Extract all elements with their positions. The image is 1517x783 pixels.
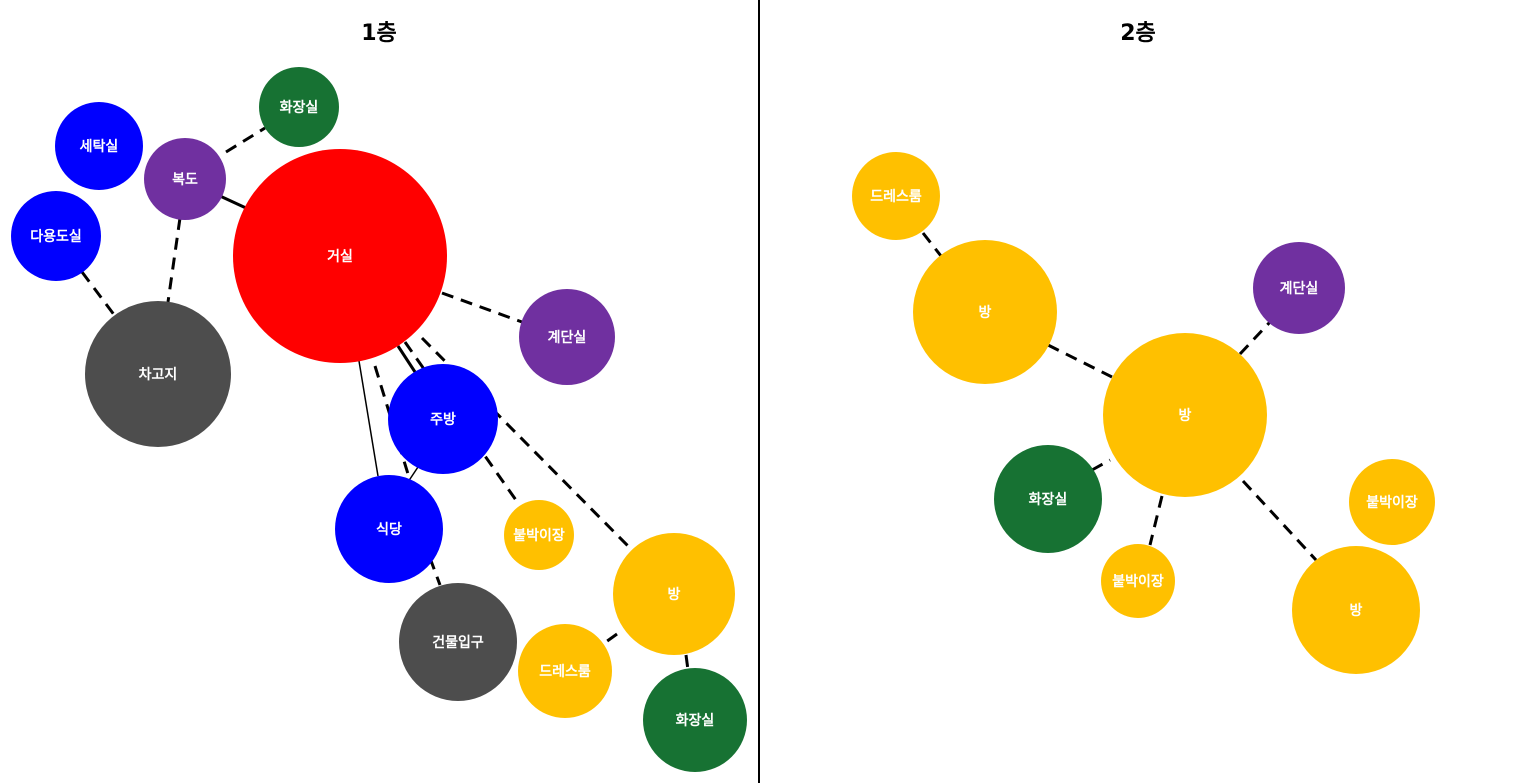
svg-text:복도: 복도 (172, 172, 198, 188)
node-dining-room: 식당 (335, 475, 443, 583)
edge-room-dressroom (602, 632, 618, 646)
svg-text:화장실: 화장실 (676, 712, 715, 729)
svg-text:방: 방 (979, 304, 992, 321)
node-f2-room-main: 방 (1103, 333, 1267, 497)
node-f2-built-in-bottom: 붙박이장 (1101, 544, 1175, 618)
svg-text:식당: 식당 (376, 521, 402, 538)
svg-text:건물입구: 건물입구 (432, 634, 484, 651)
edge-mainroom-stairs (1238, 320, 1272, 356)
floor1-title: 1층 (361, 21, 397, 46)
svg-text:세탁실: 세탁실 (80, 138, 119, 155)
node-f2-built-in-right: 붙박이장 (1349, 459, 1435, 545)
node-f2-stairwell: 계단실 (1253, 242, 1345, 334)
node-f2-room-left: 방 (913, 240, 1057, 384)
node-living-room: 거실 (233, 149, 447, 363)
floor2-nodes: 드레스룸 방 계단실 방 화장실 붙박이장 붙박이장 방 (852, 152, 1435, 674)
node-f2-bathroom: 화장실 (994, 445, 1102, 553)
edge-room-mainroom (1047, 343, 1113, 379)
edge-hallway-garage (166, 217, 182, 303)
edge-hallway-living (219, 194, 247, 210)
edge-mainroom-room-br (1241, 479, 1318, 562)
svg-text:계단실: 계단실 (548, 329, 587, 346)
svg-text:화장실: 화장실 (1029, 491, 1068, 508)
node-utility-room: 다용도실 (11, 191, 101, 281)
node-dressroom: 드레스룸 (518, 624, 612, 718)
edge-living-kitchen (396, 345, 417, 373)
node-room: 방 (613, 533, 735, 655)
floor1-nodes: 거실 화장실 세탁실 복도 다용도실 차고지 계단실 주방 (11, 67, 747, 772)
node-building-entrance: 건물입구 (399, 583, 517, 701)
edge-living-builtin (403, 341, 520, 504)
svg-text:거실: 거실 (327, 249, 353, 265)
node-f2-dressroom: 드레스룸 (852, 152, 940, 240)
node-kitchen: 주방 (388, 364, 498, 474)
edge-living-dining (358, 360, 379, 477)
svg-text:붙박이장: 붙박이장 (1366, 494, 1418, 511)
node-hallway: 복도 (144, 138, 226, 220)
svg-text:드레스룸: 드레스룸 (870, 189, 922, 205)
node-garage: 차고지 (85, 301, 231, 447)
floor2-connections (921, 232, 1318, 562)
svg-text:방: 방 (1350, 602, 1363, 619)
svg-text:붙박이장: 붙박이장 (1112, 573, 1164, 590)
edge-hallway-bathroom (225, 126, 266, 154)
floor2-title: 2층 (1120, 21, 1156, 46)
edge-utility-garage (80, 271, 117, 317)
edge-dining-entrance (428, 557, 442, 586)
svg-text:차고지: 차고지 (139, 367, 178, 383)
node-bathroom-top: 화장실 (259, 67, 339, 147)
svg-text:계단실: 계단실 (1280, 280, 1319, 297)
edge-mainroom-builtin (1148, 495, 1164, 546)
node-stairwell: 계단실 (519, 289, 615, 385)
node-bathroom-bottom: 화장실 (643, 668, 747, 772)
svg-text:다용도실: 다용도실 (30, 229, 82, 245)
node-laundry-room: 세탁실 (55, 102, 143, 190)
node-built-in-closet: 붙박이장 (504, 500, 574, 570)
edge-mainroom-bathroom (1091, 458, 1111, 472)
edge-room-bathroom (684, 654, 690, 671)
edge-dressroom-room (921, 232, 943, 257)
svg-text:화장실: 화장실 (280, 99, 319, 116)
svg-text:방: 방 (668, 586, 681, 603)
svg-text:붙박이장: 붙박이장 (513, 527, 565, 544)
edge-living-stairs (441, 291, 523, 324)
svg-text:주방: 주방 (430, 411, 456, 428)
svg-text:방: 방 (1179, 407, 1192, 424)
node-f2-room-bottom-right: 방 (1292, 546, 1420, 674)
svg-text:드레스룸: 드레스룸 (539, 664, 591, 680)
